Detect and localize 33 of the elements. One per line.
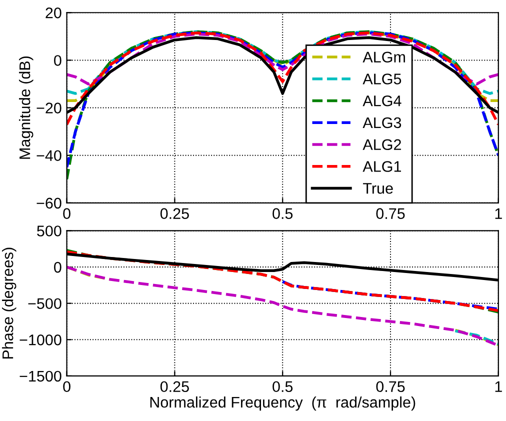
line-series [66,266,498,347]
legend-label: ALG5 [362,74,402,84]
y-tick-label: 500 [37,226,62,236]
y-tick-label: −40 [36,150,62,162]
legend-label: ALG2 [362,139,401,150]
y-axis-title: Magnitude (dB) [18,56,34,159]
y-tick-label: 0 [54,55,62,66]
x-tick-label: 0.5 [272,381,293,392]
x-tick-label: 0.5 [272,208,293,220]
x-tick-label: 1 [495,381,502,392]
x-tick-label: 0.75 [376,381,405,392]
x-axis-title: Normalized Frequency (π rad/sample) [150,396,416,411]
legend-label: ALG1 [362,161,401,172]
x-tick-label: 0.75 [376,208,405,220]
y-tick-label: −1500 [20,370,62,382]
x-tick-label: 0 [63,208,70,220]
y-tick-label: 0 [54,262,62,273]
legend-label: True [363,183,393,194]
legend-label: ALG4 [362,95,402,106]
y-tick-label: −500 [28,298,62,310]
x-tick-label: 0 [63,381,70,392]
y-tick-label: −60 [36,198,62,209]
x-tick-label: 1 [495,208,502,219]
x-tick-label: 0.25 [160,208,189,220]
line-series [66,32,498,86]
y-tick-label: −20 [36,102,62,114]
legend-label: ALG3 [362,117,402,128]
legend-label: ALGm [362,52,405,63]
y-axis-title: Phase (degrees) [2,248,16,359]
x-tick-label: 0.25 [160,381,189,392]
y-tick-label: 20 [46,8,62,18]
y-tick-label: −1000 [20,334,62,346]
line-series [281,280,498,311]
